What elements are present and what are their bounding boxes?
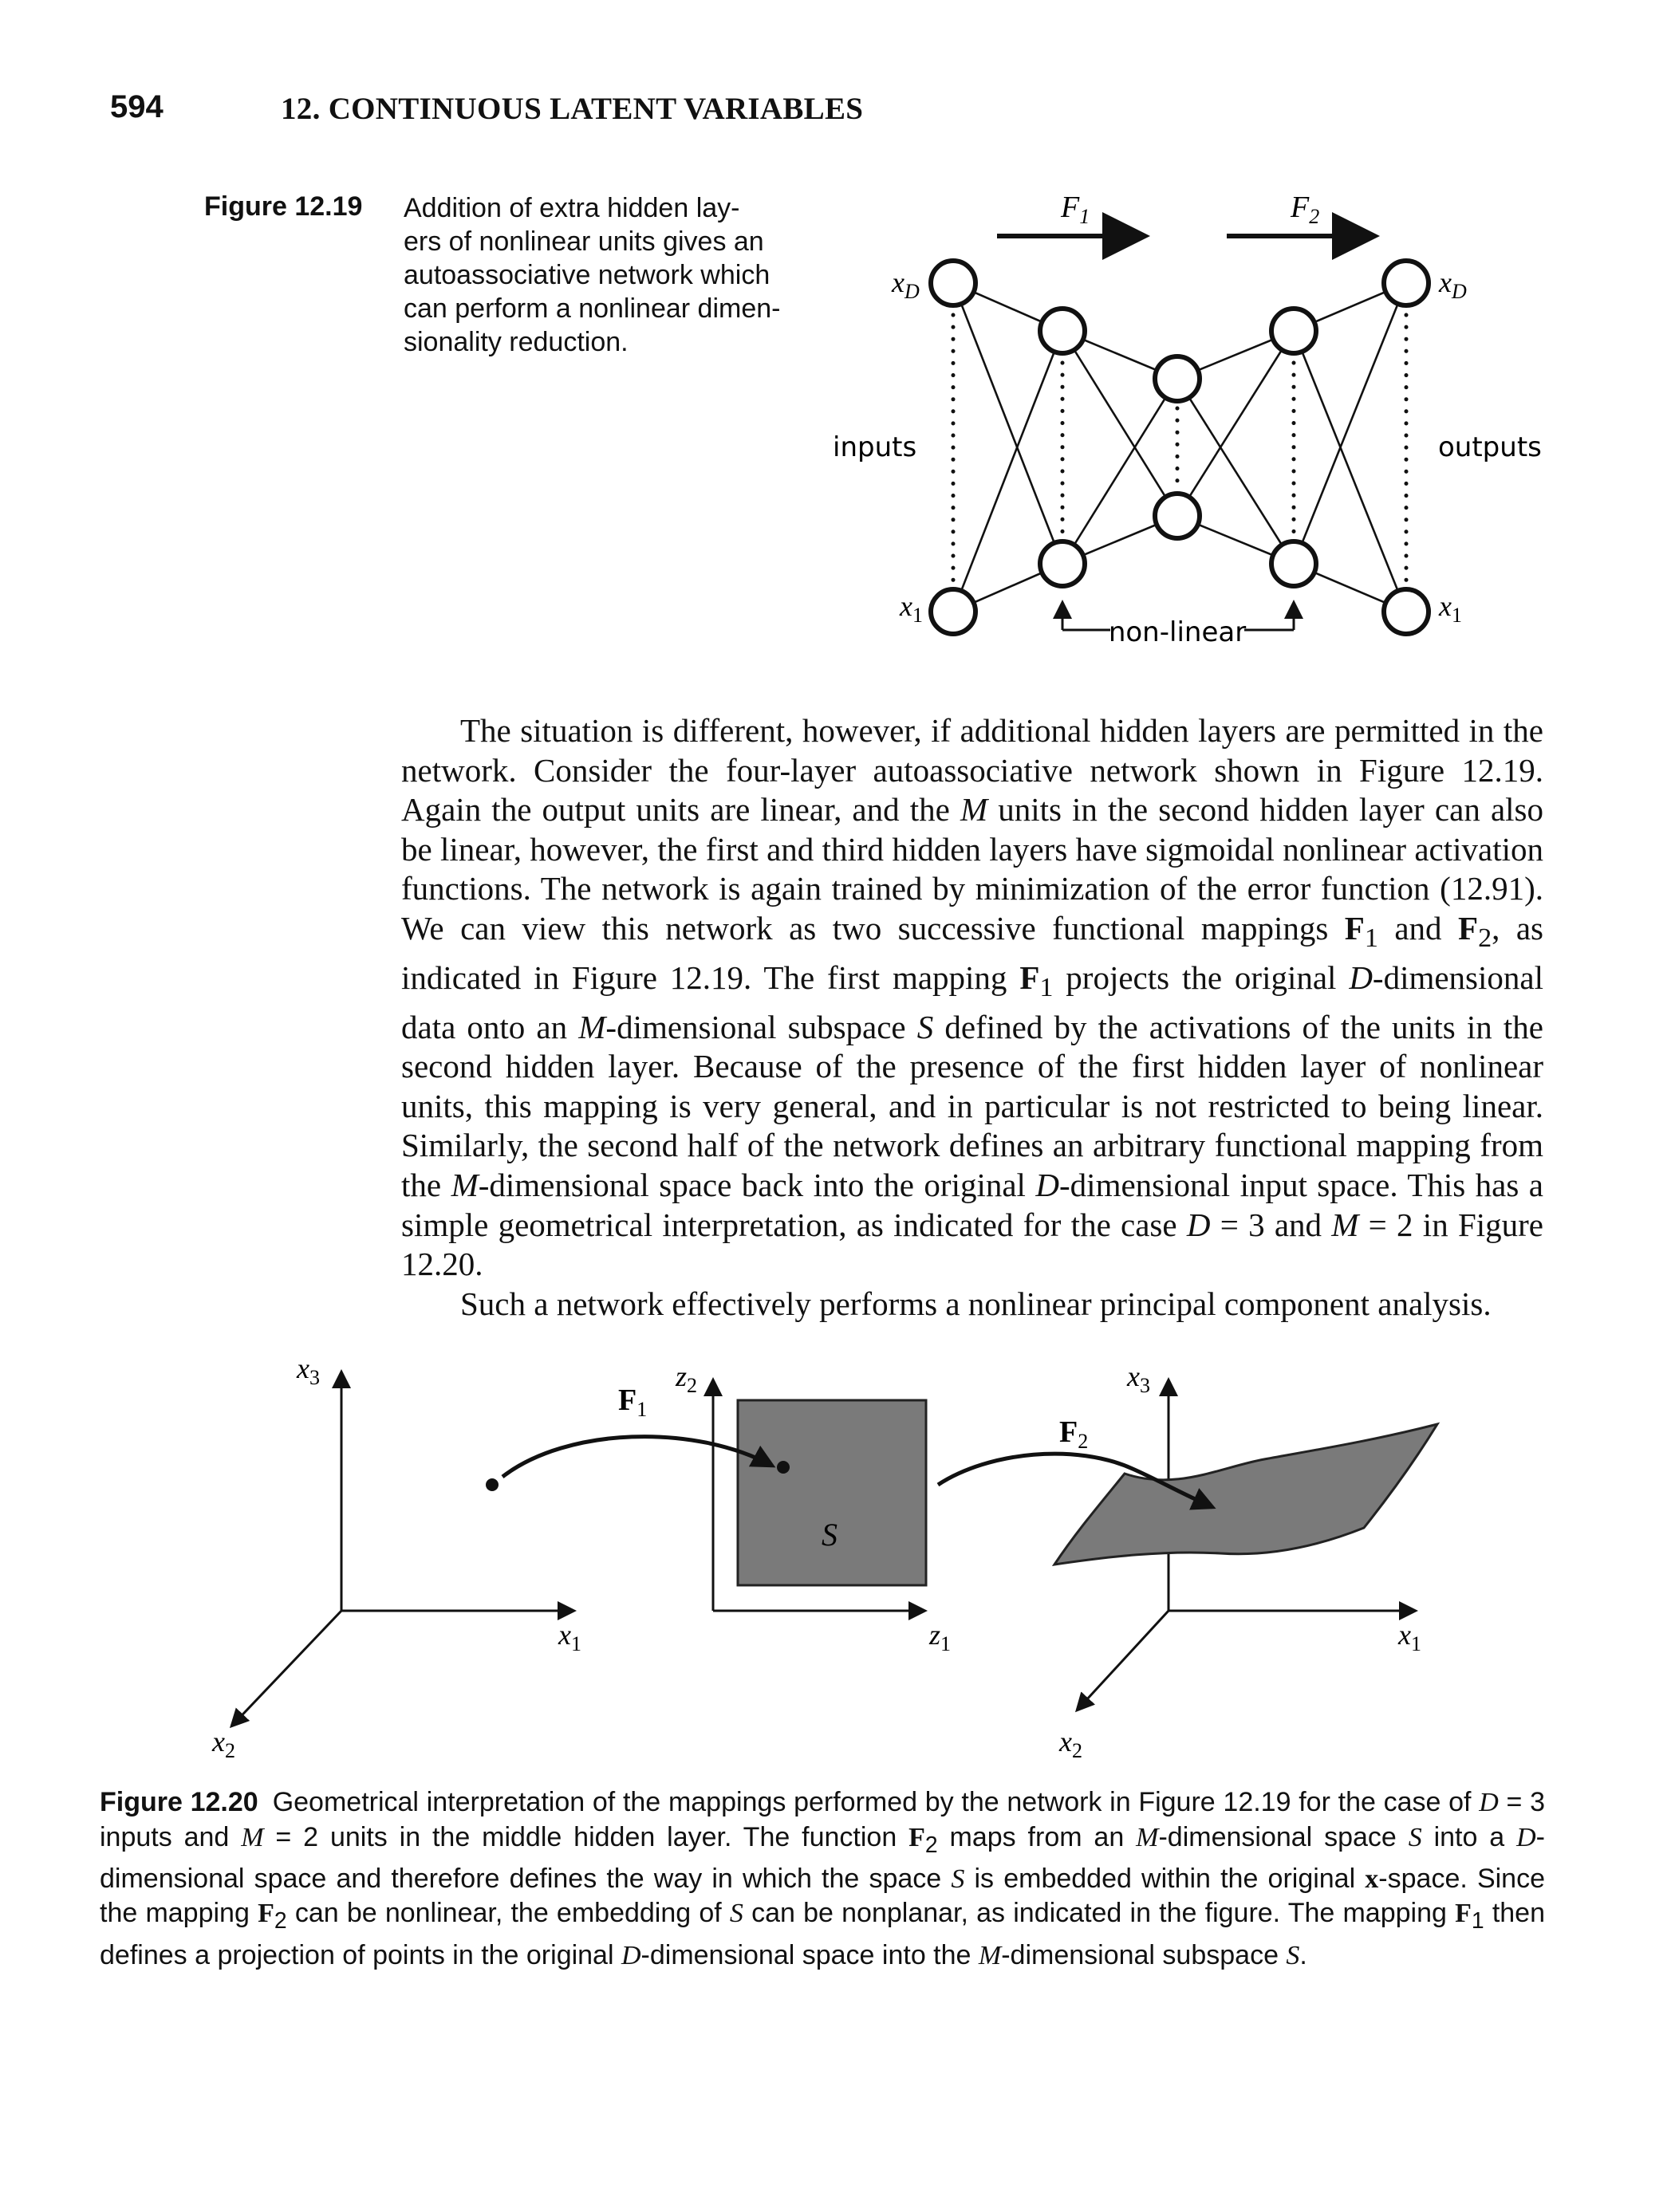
hidden3-node-top [1269,306,1318,356]
figure-12-20-caption: Figure 12.20 Geometrical interpretation o… [100,1787,1546,1970]
f2-label: F2 [1059,1415,1088,1453]
input-node-bottom [928,587,978,636]
caption-line: ers of nonlinear units gives an [404,226,764,257]
right-x1-label: x1 [1397,1619,1421,1655]
f1-curve-arrow [501,1435,776,1478]
caption-line: can perform a nonlinear dimen- [404,293,781,324]
nonlinear-label: non-linear [1109,616,1246,648]
output-node-bottom [1381,587,1431,636]
layer-dots [951,313,1409,584]
f2-label: F2 [1290,191,1319,228]
subspace-s-square [736,1399,928,1587]
figure-12-19-caption: Addition of extra hidden lay- ers of non… [404,191,818,359]
output-bottom-label: x1 [1438,590,1462,627]
right-x2-label: x2 [1058,1726,1082,1762]
figure-12-20-label: Figure 12.20 [100,1787,258,1817]
f2-curve-arrow [936,1451,1216,1510]
geometric-interpretation-figure: x3 x1 x2 z2 z1 S F1 x3 x1 x2 F2 [211,1352,1440,1762]
projected-point [777,1461,790,1474]
embedded-surface [1051,1422,1440,1566]
hidden3-node-bottom [1269,539,1318,588]
caption-line: Addition of extra hidden lay- [404,193,740,223]
f1-label: F1 [618,1383,647,1421]
body-paragraph-1: The situation is different, however, if … [401,712,1544,1283]
middle-2d-axes [704,1377,928,1620]
data-point [486,1478,499,1491]
input-top-label: xD [891,266,920,303]
autoassociative-network-diagram: F1 F2 xD x1 xD [833,191,1542,648]
body-paragraph-2: Such a network effectively performs a no… [460,1285,1492,1322]
right-x3-label: x3 [1126,1360,1150,1397]
left-3d-axes [229,1369,577,1729]
figure-12-19-label: Figure 12.19 [204,191,363,222]
left-x1-label: x1 [558,1619,581,1655]
page-number: 594 [110,89,164,124]
subspace-s-label: S [822,1517,838,1553]
output-top-label: xD [1438,266,1467,303]
z1-label: z1 [928,1619,951,1655]
outputs-label: outputs [1438,431,1542,463]
caption-line: sionality reduction. [404,327,629,357]
hidden1-node-bottom [1038,539,1087,588]
hidden1-node-top [1038,306,1087,356]
nonlinear-bracket [1053,600,1303,632]
hidden2-node-bottom [1153,491,1202,541]
input-node-top [928,258,978,308]
inputs-label: inputs [833,431,916,463]
network-edges [952,281,1408,613]
left-x3-label: x3 [296,1352,320,1389]
output-node-top [1381,258,1431,308]
hidden2-node-top [1153,354,1202,403]
chapter-title: 12. CONTINUOUS LATENT VARIABLES [281,92,864,126]
f1-label: F1 [1060,191,1090,228]
z2-label: z2 [675,1360,697,1397]
body-text: The situation is different, however, if … [401,711,1543,1324]
input-bottom-label: x1 [899,590,923,627]
left-x2-label: x2 [211,1726,235,1762]
caption-line: autoassociative network which [404,260,770,290]
